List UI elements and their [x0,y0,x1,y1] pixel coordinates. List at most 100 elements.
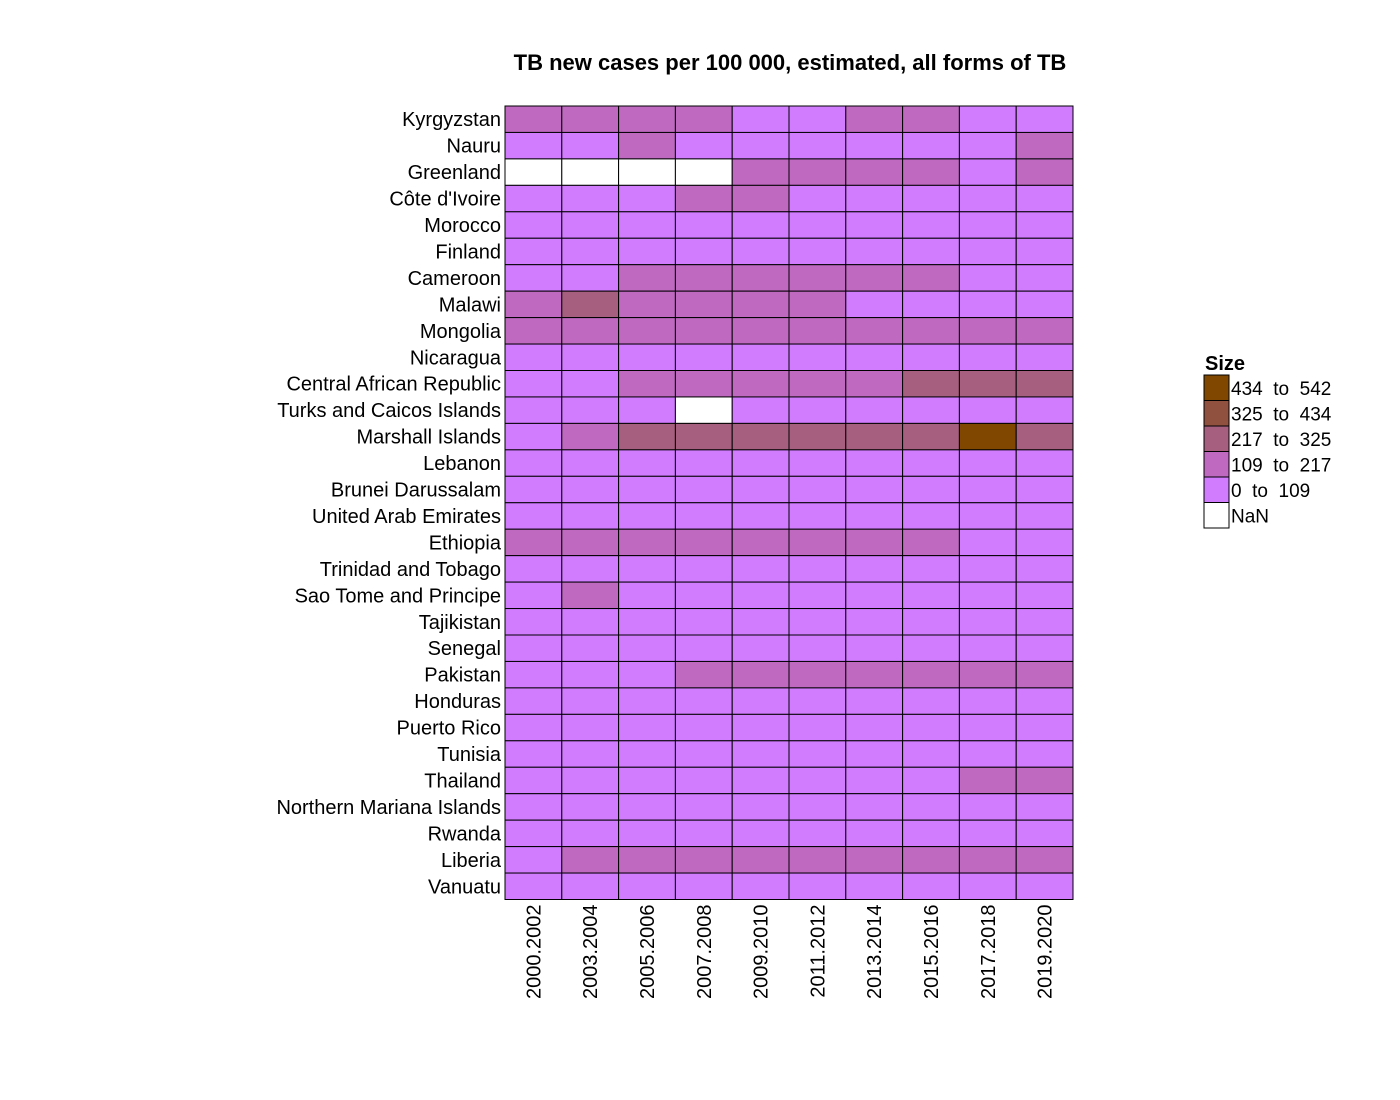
heatmap-cell-honduras-2003-2004 [561,687,620,715]
heatmap-cell-central-african-republic-2013-2014 [845,370,904,398]
heatmap-cell-marshall-islands-2011-2012 [788,422,847,451]
legend-label-6: NaN [1231,506,1269,527]
heatmap-cell-brunei-darussalam-2007-2008 [674,475,733,504]
heatmap-cell-ethiopia-2003-2004 [561,528,620,557]
heatmap-cell-turks-and-caicos-islands-2013-2014 [845,396,904,424]
heatmap-cell-malawi-2017-2018 [958,290,1017,319]
heatmap-cell-malawi-2005-2006 [618,290,676,319]
row-label-vanuatu: Vanuatu [428,876,501,898]
heatmap-cell-trinidad-and-tobago-2015-2016 [902,555,960,583]
heatmap-cell-pakistan-2005-2006 [618,660,676,689]
heatmap-cell-mongolia-2013-2014 [845,317,904,345]
heatmap-cell-vanuatu-2019-2020 [1015,872,1074,900]
legend-swatch-4 [1203,451,1230,478]
heatmap-cell-kyrgyzstan-2000-2002 [504,105,563,133]
heatmap-cell-mongolia-2015-2016 [902,317,960,345]
column-label-2017-2018: 2017.2018 [978,905,1000,1000]
heatmap-cell-vanuatu-2009-2010 [731,872,790,900]
column-label-2000-2002: 2000.2002 [523,905,545,1000]
heatmap-cell-liberia-2019-2020 [1015,846,1074,874]
heatmap-cell-finland-2003-2004 [561,237,620,266]
heatmap-cell-rwanda-2015-2016 [902,819,960,848]
legend-swatch-5 [1203,476,1230,503]
heatmap-cell-senegal-2017-2018 [958,634,1017,662]
heatmap-cell-morocco-2000-2002 [504,211,563,239]
heatmap-cell-united-arab-emirates-2013-2014 [845,502,904,530]
heatmap-cell-tunisia-2007-2008 [674,740,733,768]
heatmap-cell-honduras-2017-2018 [958,687,1017,715]
heatmap-cell-nicaragua-2015-2016 [902,343,960,371]
column-label-2007-2008: 2007.2008 [694,905,716,1000]
legend-label-2: 325 to 434 [1231,404,1332,425]
heatmap-cell-nauru-2000-2002 [504,131,563,160]
heatmap-cell-c-te-d-ivoire-2013-2014 [845,184,904,213]
heatmap-cell-vanuatu-2013-2014 [845,872,904,900]
heatmap-cell-senegal-2009-2010 [731,634,790,662]
heatmap-cell-vanuatu-2015-2016 [902,872,960,900]
heatmap-cell-c-te-d-ivoire-2015-2016 [902,184,960,213]
row-label-trinidad-and-tobago: Trinidad and Tobago [320,559,501,581]
heatmap-cell-ethiopia-2009-2010 [731,528,790,557]
heatmap-cell-nicaragua-2005-2006 [618,343,676,371]
heatmap-cell-liberia-2000-2002 [504,846,563,874]
column-labels: 2000.2002 2003.2004 2005.2006 2007.2008 2009… [523,905,1056,1000]
heatmap-cell-lebanon-2000-2002 [504,449,563,477]
heatmap-cell-honduras-2019-2020 [1015,687,1074,715]
heatmap-cell-trinidad-and-tobago-2013-2014 [845,555,904,583]
heatmap-cell-rwanda-2009-2010 [731,819,790,848]
heatmap-cell-tajikistan-2019-2020 [1015,608,1074,636]
heatmap-cell-honduras-2007-2008 [674,687,733,715]
heatmap-cell-puerto-rico-2019-2020 [1015,713,1074,742]
heatmap-cell-puerto-rico-2005-2006 [618,713,676,742]
heatmap-cell-nicaragua-2019-2020 [1015,343,1074,371]
legend-label-1: 434 to 542 [1231,379,1331,400]
heatmap-cell-cameroon-2011-2012 [788,264,847,292]
heatmap-cell-greenland-2003-2004 [561,158,620,186]
heatmap-cell-northern-mariana-islands-2005-2006 [618,793,676,821]
heatmap-cell-mongolia-2005-2006 [618,317,676,345]
heatmap-cell-liberia-2015-2016 [902,846,960,874]
heatmap-cell-c-te-d-ivoire-2017-2018 [958,184,1017,213]
heatmap-cell-turks-and-caicos-islands-2005-2006 [618,396,676,424]
legend-label-5: 0 to 109 [1231,481,1310,502]
heatmap-cell-nicaragua-2011-2012 [788,343,847,371]
heatmap-cell-tajikistan-2015-2016 [902,608,960,636]
heatmap-cell-pakistan-2019-2020 [1015,660,1074,689]
heatmap-cell-thailand-2019-2020 [1015,766,1074,795]
heatmap-cell-marshall-islands-2003-2004 [561,422,620,451]
heatmap-cell-cameroon-2003-2004 [561,264,620,292]
heatmap-cell-nicaragua-2003-2004 [561,343,620,371]
heatmap-cell-tunisia-2013-2014 [845,740,904,768]
heatmap-cell-cameroon-2017-2018 [958,264,1017,292]
heatmap-cell-trinidad-and-tobago-2017-2018 [958,555,1017,583]
heatmap-cell-central-african-republic-2003-2004 [561,370,620,398]
row-label-senegal: Senegal [428,638,501,660]
heatmap-cell-honduras-2009-2010 [731,687,790,715]
heatmap-cell-vanuatu-2005-2006 [618,872,676,900]
heatmap-cell-senegal-2019-2020 [1015,634,1074,662]
heatmap-cell-c-te-d-ivoire-2009-2010 [731,184,790,213]
heatmap-cell-pakistan-2009-2010 [731,660,790,689]
heatmap-cell-pakistan-2017-2018 [958,660,1017,689]
heatmap-cell-c-te-d-ivoire-2007-2008 [674,184,733,213]
heatmap-cell-thailand-2000-2002 [504,766,563,795]
heatmap-cell-tajikistan-2007-2008 [674,608,733,636]
heatmap-cell-vanuatu-2000-2002 [504,872,563,900]
heatmap-cell-rwanda-2007-2008 [674,819,733,848]
heatmap-cell-pakistan-2011-2012 [788,660,847,689]
heatmap-cell-puerto-rico-2011-2012 [788,713,847,742]
heatmap-cell-vanuatu-2003-2004 [561,872,620,900]
heatmap-cell-central-african-republic-2017-2018 [958,370,1017,398]
heatmap-cell-c-te-d-ivoire-2005-2006 [618,184,676,213]
heatmap-cell-tajikistan-2017-2018 [958,608,1017,636]
heatmap-cell-mongolia-2007-2008 [674,317,733,345]
heatmap-cell-sao-tome-and-principe-2009-2010 [731,581,790,610]
row-label-marshall-islands: Marshall Islands [356,427,501,449]
heatmap-cell-pakistan-2013-2014 [845,660,904,689]
heatmap-cell-marshall-islands-2015-2016 [902,422,960,451]
heatmap-cell-turks-and-caicos-islands-2009-2010 [731,396,790,424]
row-label-c-te-d-ivoire: Côte d'Ivoire [389,189,501,211]
row-label-rwanda: Rwanda [428,823,502,845]
heatmap-cell-finland-2013-2014 [845,237,904,266]
heatmap-cell-thailand-2005-2006 [618,766,676,795]
